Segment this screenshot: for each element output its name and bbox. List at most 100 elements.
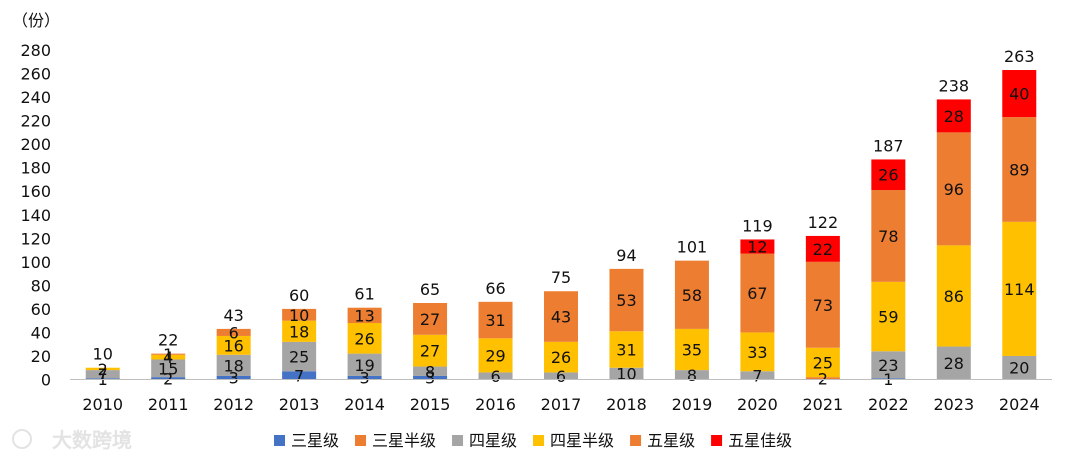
total-value-label: 22 [158,331,178,350]
bar-segment [1002,355,1037,380]
legend-swatch [452,435,464,446]
x-tick-label: 2022 [868,395,909,414]
y-tick-label: 40 [31,323,51,342]
bars [85,70,1037,380]
bar-segment [674,328,709,371]
bar-segment [544,341,578,373]
y-tick-label: 160 [20,182,51,201]
segment-value-label: 35 [682,340,702,359]
segment-value-label: 27 [420,342,440,361]
bar-segment [936,99,971,133]
segment-value-label: 7 [752,366,762,385]
bar-segment [740,253,775,333]
segment-value-label: 26 [878,166,898,185]
bar-segment [478,372,513,380]
segment-value-label: 3 [360,369,370,388]
y-tick-label: 260 [20,65,51,84]
segment-value-label: 78 [878,227,898,246]
bar-segment [871,159,906,191]
bar-segment [347,353,382,376]
y-tick-label: 0 [41,371,51,390]
segment-value-label: 2 [163,369,173,388]
x-tick-label: 2017 [541,395,582,414]
segment-value-label: 40 [1009,85,1029,104]
bar-segment [544,372,578,380]
segment-value-label: 73 [813,296,833,315]
bar-segment [805,347,840,378]
total-value-label: 65 [420,280,440,299]
segment-value-label: 58 [682,286,702,305]
segment-value-label: 15 [158,359,178,378]
legend: 三星级 三星半级 四星级 四星半级 五星级 五星佳级 [274,431,792,450]
bar-segment [544,291,578,342]
segment-value-label: 18 [289,322,309,341]
total-value-label: 101 [677,238,708,257]
total-value-label: 60 [289,286,309,305]
x-tick-label: 2012 [213,395,254,414]
segment-value-label: 12 [747,238,767,257]
bar-segment [805,377,840,380]
total-value-label: 94 [616,246,636,265]
legend-label: 五星级 [647,431,695,450]
y-tick-label: 140 [20,206,51,225]
x-tick-label: 2016 [475,395,516,414]
bar-segment [216,328,251,336]
total-value-label: 75 [551,268,571,287]
segment-value-label: 26 [354,329,374,348]
segment-value-label: 10 [289,306,309,325]
watermark: 大数跨境 [12,428,132,452]
total-value-label: 122 [808,213,839,232]
bar-segment [282,371,317,380]
segment-value-label: 28 [944,107,964,126]
bar-segment [609,367,644,380]
segment-value-label: 59 [878,308,898,327]
bar-segment [151,377,186,380]
bar-segment [85,367,120,371]
segment-value-label: 22 [813,240,833,259]
total-value-label: 238 [939,76,970,95]
watermark-text: 大数跨境 [52,428,132,452]
bar-segment [674,370,709,380]
legend-swatch [630,435,642,446]
segment-value-label: 6 [556,367,566,386]
segment-value-label: 13 [354,306,374,325]
segment-value-label: 10 [616,365,636,384]
bar-segment [740,332,775,372]
total-value-label: 61 [354,285,374,304]
total-value-label: 66 [485,279,505,298]
bar-segment [85,378,120,380]
y-tick-label: 200 [20,135,51,154]
bar-segment [609,268,644,332]
bar-segment [478,338,513,373]
segment-value-label: 8 [425,362,435,381]
x-tick-label: 2019 [672,395,713,414]
bar-segment [871,351,906,379]
bar-segment [1002,70,1037,118]
segment-value-label: 53 [616,291,636,310]
bar-segment [282,341,317,372]
bar-segment [151,354,186,360]
segment-value-label: 16 [223,336,243,355]
segment-value-label: 2 [98,360,108,379]
bar-segment [936,245,971,347]
x-axis: 2010 2011 2012 2013 2014 2015 2016 2017 2018 2019… [82,395,1039,414]
segment-value-label: 29 [485,346,505,365]
x-tick-label: 2015 [410,395,451,414]
bar-segment [871,281,906,352]
legend-label: 五星佳级 [728,431,792,450]
bar-segment [674,260,709,329]
segment-value-label: 26 [551,348,571,367]
segment-value-label: 96 [944,180,964,199]
segment-value-label: 18 [223,356,243,375]
bar-segment [871,190,906,282]
bar-segment [151,353,186,355]
y-tick-label: 120 [20,229,51,248]
segment-value-label: 3 [425,369,435,388]
total-value-label: 187 [873,136,904,155]
bar-segment [740,239,775,254]
segment-value-label: 67 [747,284,767,303]
segment-value-label: 43 [551,308,571,327]
y-tick-label: 280 [20,41,51,60]
bar-segment [871,378,906,380]
